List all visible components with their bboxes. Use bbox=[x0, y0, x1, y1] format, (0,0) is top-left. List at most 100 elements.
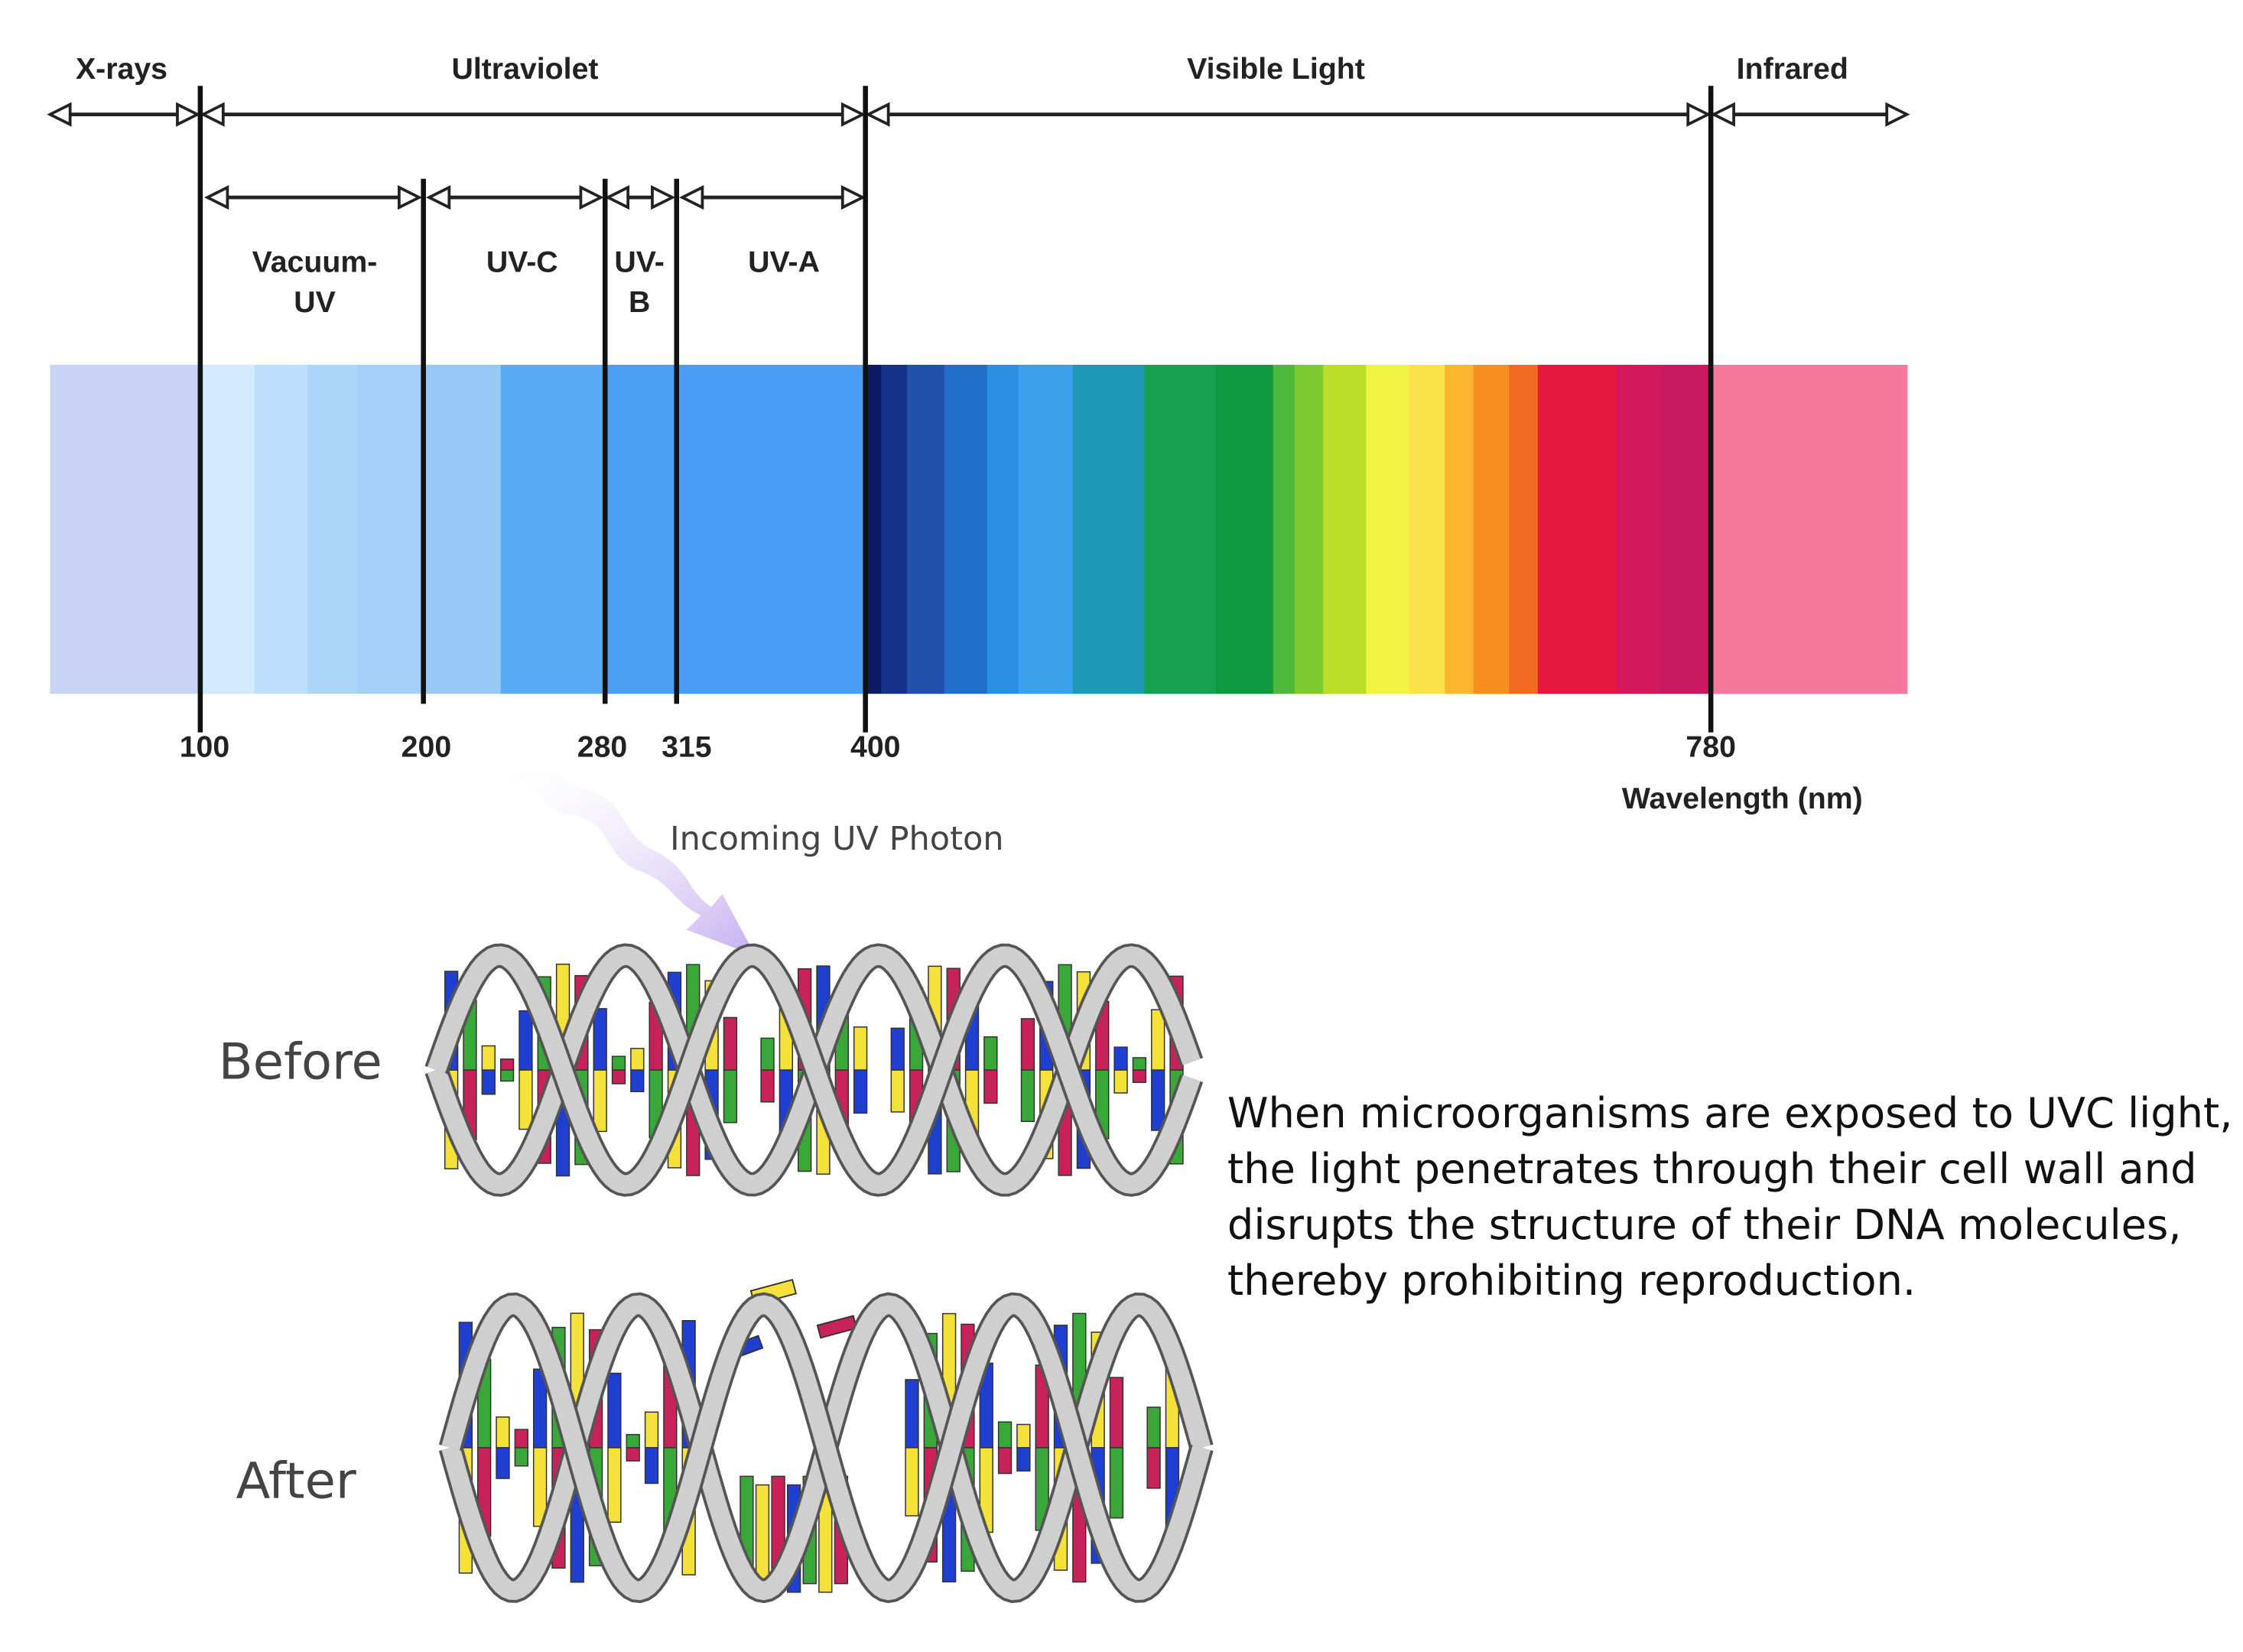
base-pair bbox=[630, 1048, 645, 1071]
spectrum-segment bbox=[1273, 364, 1295, 694]
arrow-head bbox=[1686, 102, 1712, 127]
region-label: Ultraviolet bbox=[451, 52, 598, 86]
base-pair bbox=[593, 1069, 607, 1133]
base-pair bbox=[890, 1027, 905, 1071]
base-pair bbox=[1016, 1423, 1031, 1449]
spectrum-segment bbox=[1294, 364, 1325, 694]
arrow-head bbox=[840, 185, 866, 210]
spectrum-segment bbox=[200, 364, 255, 694]
dna-helices bbox=[424, 943, 1214, 1604]
spectrum-segment bbox=[944, 364, 988, 694]
base-pair bbox=[644, 1411, 659, 1449]
base-pair bbox=[499, 1058, 515, 1071]
spectrum-segment bbox=[357, 364, 424, 694]
base-pair bbox=[983, 1036, 998, 1071]
spectrum-segment bbox=[500, 364, 606, 694]
base-pair bbox=[1020, 1018, 1035, 1071]
description-line: When microorganisms are exposed to UVC l… bbox=[1227, 1089, 2233, 1137]
base-pair bbox=[997, 1421, 1013, 1449]
uv-band-label: UV-A bbox=[748, 245, 820, 278]
arrow-head bbox=[679, 185, 704, 210]
spectrum-segment bbox=[881, 364, 908, 694]
base-pair bbox=[1113, 1069, 1128, 1094]
region-label: Infrared bbox=[1737, 52, 1848, 86]
base-pair bbox=[499, 1069, 515, 1082]
base-pair bbox=[481, 1069, 496, 1095]
arrow-head bbox=[176, 102, 201, 127]
base-pair bbox=[890, 1069, 905, 1113]
base-pair bbox=[1146, 1447, 1161, 1489]
spectrum-segment bbox=[1537, 364, 1617, 694]
band-lines bbox=[47, 86, 1910, 733]
spectrum-segment bbox=[1473, 364, 1510, 694]
base-pair bbox=[593, 1008, 607, 1071]
base-pair bbox=[1151, 1069, 1165, 1131]
arrow-head bbox=[840, 102, 866, 127]
spectrum-segment bbox=[50, 364, 201, 694]
base-pair bbox=[1132, 1057, 1147, 1071]
strand bbox=[427, 946, 1201, 1195]
spectrum-segment bbox=[1616, 364, 1660, 694]
strand bbox=[441, 1295, 1211, 1601]
base-pair bbox=[1113, 1046, 1128, 1071]
description-line: thereby prohibiting reproduction. bbox=[1227, 1257, 1916, 1305]
base-pair bbox=[905, 1379, 919, 1449]
base-pair bbox=[723, 1069, 738, 1124]
base-pair bbox=[630, 1069, 645, 1093]
spectrum-segment bbox=[1144, 364, 1217, 694]
arrow-head bbox=[1885, 102, 1910, 127]
base-pair bbox=[611, 1069, 626, 1085]
base-pair bbox=[983, 1069, 998, 1104]
spectrum-segment bbox=[254, 364, 309, 694]
description-line: the light penetrates through their cell … bbox=[1227, 1145, 2197, 1193]
base-pair bbox=[518, 1010, 533, 1071]
base-pair bbox=[626, 1433, 640, 1449]
before-label: Before bbox=[219, 1032, 382, 1091]
arrow-head bbox=[47, 102, 72, 127]
arrow-head bbox=[398, 185, 423, 210]
spectrum-bar bbox=[50, 364, 1908, 694]
spectrum-segment bbox=[987, 364, 1019, 694]
arrow-head bbox=[865, 102, 890, 127]
spectrum-segment bbox=[423, 364, 502, 694]
tick-label: 280 bbox=[577, 730, 628, 763]
spectrum-segment bbox=[1445, 364, 1474, 694]
arrow-head bbox=[200, 102, 225, 127]
spectrum-segment bbox=[1215, 364, 1274, 694]
base-pair bbox=[760, 1037, 775, 1071]
arrow-head bbox=[425, 185, 451, 210]
base-pair bbox=[514, 1447, 528, 1467]
base-pair bbox=[1016, 1447, 1031, 1472]
base-pair bbox=[853, 1069, 868, 1114]
spectrum-segment bbox=[1509, 364, 1539, 694]
base-pair bbox=[1109, 1447, 1124, 1519]
description: When microorganisms are exposed to UVC l… bbox=[1227, 1089, 2233, 1305]
spectrum-segment bbox=[1366, 364, 1410, 694]
uv-band-label: UV bbox=[294, 285, 336, 319]
base-pair bbox=[1132, 1069, 1147, 1083]
spectrum-segment bbox=[1659, 364, 1712, 694]
tick-label: 315 bbox=[662, 730, 712, 763]
uv-band-label: UV-C bbox=[486, 245, 558, 278]
base-pair bbox=[853, 1026, 868, 1071]
arrow-head bbox=[604, 185, 630, 210]
uv-band-label: Vacuum- bbox=[252, 245, 378, 278]
photon-arrow bbox=[500, 770, 756, 956]
uv-band-label: UV- bbox=[614, 245, 664, 278]
arrow-head bbox=[204, 185, 229, 210]
spectrum-segment bbox=[1323, 364, 1367, 694]
description-line: disrupts the structure of their DNA mole… bbox=[1227, 1201, 2182, 1249]
base-pair bbox=[626, 1447, 640, 1462]
base-pair bbox=[496, 1447, 510, 1479]
base-pair bbox=[481, 1045, 496, 1071]
uv-band-label: B bbox=[629, 285, 650, 319]
spectrum-segment bbox=[605, 364, 678, 694]
base-pair bbox=[1020, 1069, 1035, 1122]
base-pair bbox=[611, 1055, 626, 1071]
tick-label: 780 bbox=[1686, 730, 1736, 763]
spectrum-segment bbox=[865, 364, 883, 694]
base-pair bbox=[607, 1372, 622, 1449]
base-pair bbox=[496, 1416, 510, 1449]
